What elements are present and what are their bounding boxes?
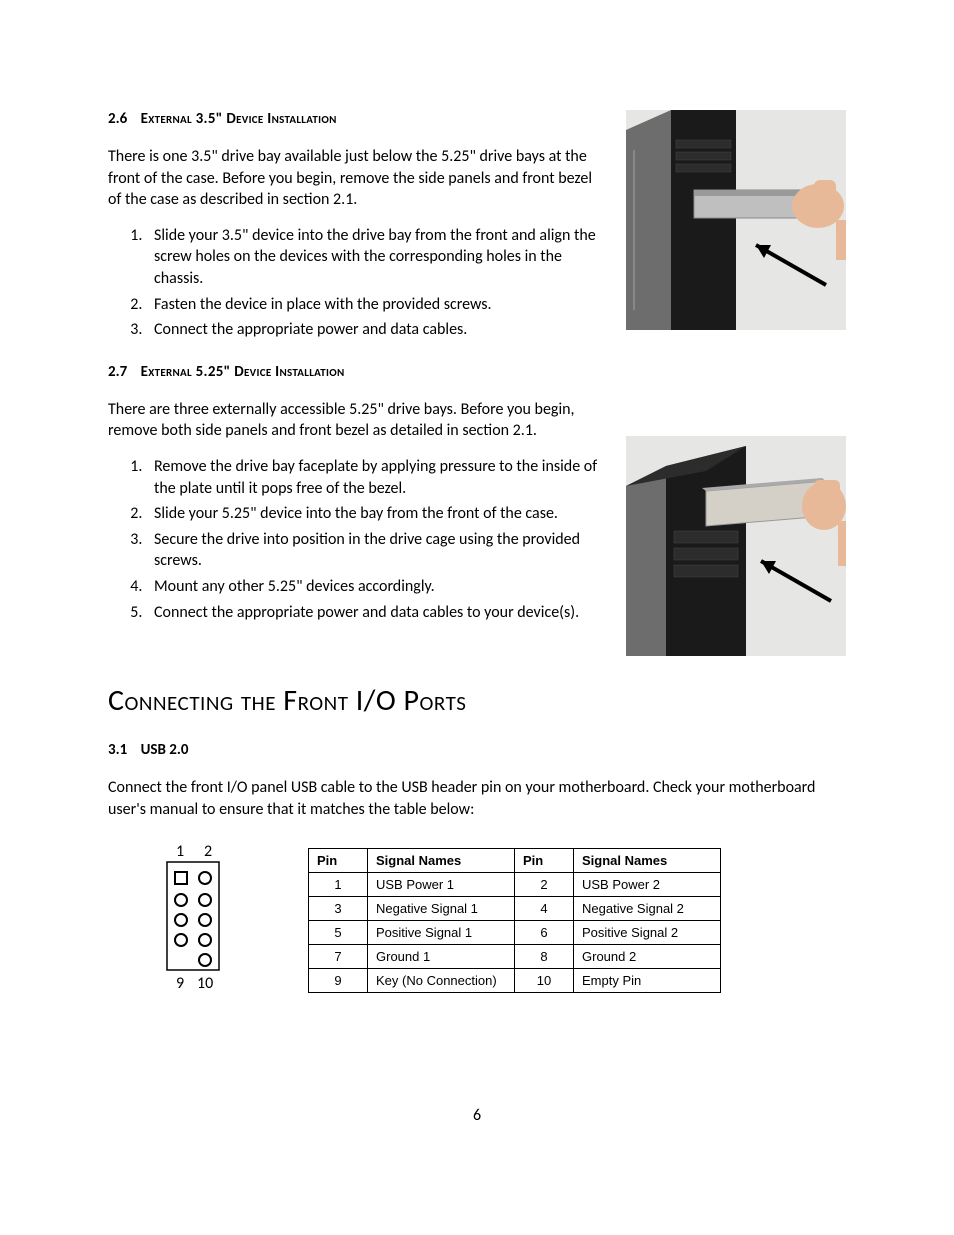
cell: USB Power 1 xyxy=(368,873,515,897)
step: Fasten the device in place with the prov… xyxy=(146,294,606,316)
section-31-heading: 3.1 USB 2.0 xyxy=(108,741,846,759)
cell: 1 xyxy=(309,873,368,897)
section-26-num: 2.6 xyxy=(108,110,127,128)
pin-table-body: 1 USB Power 1 2 USB Power 2 3 Negative S… xyxy=(309,873,721,993)
cell: USB Power 2 xyxy=(574,873,721,897)
step: Secure the drive into position in the dr… xyxy=(146,529,606,572)
section-31-title: USB 2.0 xyxy=(141,741,189,759)
section-26-row: 2.6 External 3.5" Device Installation Th… xyxy=(108,110,846,456)
section-27-text: Remove the drive bay faceplate by applyi… xyxy=(108,456,606,645)
section-27-heading: 2.7 External 5.25" Device Installation xyxy=(108,363,606,381)
step: Slide your 5.25" device into the bay fro… xyxy=(146,503,606,525)
figure-525-install xyxy=(626,436,846,656)
page-number: 6 xyxy=(0,1106,954,1125)
section-26-title: External 3.5" Device Installation xyxy=(141,110,337,128)
section-31-intro: Connect the front I/O panel USB cable to… xyxy=(108,777,846,820)
section-27-steps: Remove the drive bay faceplate by applyi… xyxy=(108,456,606,623)
section-26-text: 2.6 External 3.5" Device Installation Th… xyxy=(108,110,606,456)
cell: Positive Signal 2 xyxy=(574,921,721,945)
cell: Positive Signal 1 xyxy=(368,921,515,945)
step: Remove the drive bay faceplate by applyi… xyxy=(146,456,606,499)
step: Mount any other 5.25" devices accordingl… xyxy=(146,576,606,598)
pin-label: 1 xyxy=(176,842,184,861)
pin-diagram: 1 2 9 10 xyxy=(108,842,248,992)
cell: 6 xyxy=(515,921,574,945)
table-header-row: Pin Signal Names Pin Signal Names xyxy=(309,849,721,873)
cell: 7 xyxy=(309,945,368,969)
step: Slide your 3.5" device into the drive ba… xyxy=(146,225,606,290)
cell: Ground 1 xyxy=(368,945,515,969)
section-27-row: Remove the drive bay faceplate by applyi… xyxy=(108,456,846,656)
usb-block: 1 2 9 10 Pin S xyxy=(108,842,846,993)
col-header: Pin xyxy=(515,849,574,873)
section-31-num: 3.1 xyxy=(108,741,127,759)
document-page: 2.6 External 3.5" Device Installation Th… xyxy=(0,0,954,1235)
col-header: Pin xyxy=(309,849,368,873)
table-row: 1 USB Power 1 2 USB Power 2 xyxy=(309,873,721,897)
table-row: 3 Negative Signal 1 4 Negative Signal 2 xyxy=(309,897,721,921)
cell: 8 xyxy=(515,945,574,969)
pin-label: 2 xyxy=(204,842,212,861)
table-row: 7 Ground 1 8 Ground 2 xyxy=(309,945,721,969)
col-header: Signal Names xyxy=(368,849,515,873)
section-26-heading: 2.6 External 3.5" Device Installation xyxy=(108,110,606,128)
section-27-intro: There are three externally accessible 5.… xyxy=(108,399,606,442)
figure-35-install xyxy=(626,110,846,330)
cell: 2 xyxy=(515,873,574,897)
cell: 10 xyxy=(515,969,574,993)
step: Connect the appropriate power and data c… xyxy=(146,602,606,624)
section-27-title: External 5.25" Device Installation xyxy=(141,363,345,381)
cell: 5 xyxy=(309,921,368,945)
cell: 4 xyxy=(515,897,574,921)
cell: Ground 2 xyxy=(574,945,721,969)
cell: 9 xyxy=(309,969,368,993)
pin-table: Pin Signal Names Pin Signal Names 1 USB … xyxy=(308,848,721,993)
cell: Empty Pin xyxy=(574,969,721,993)
cell: Negative Signal 1 xyxy=(368,897,515,921)
col-header: Signal Names xyxy=(574,849,721,873)
cell: 3 xyxy=(309,897,368,921)
section-27-num: 2.7 xyxy=(108,363,127,381)
chapter-heading: Connecting the Front I/O Ports xyxy=(108,682,846,719)
pin-label: 10 xyxy=(197,974,213,992)
table-row: 9 Key (No Connection) 10 Empty Pin xyxy=(309,969,721,993)
cell: Key (No Connection) xyxy=(368,969,515,993)
pin-label: 9 xyxy=(176,974,184,992)
section-26-steps: Slide your 3.5" device into the drive ba… xyxy=(108,225,606,341)
cell: Negative Signal 2 xyxy=(574,897,721,921)
step: Connect the appropriate power and data c… xyxy=(146,319,606,341)
table-row: 5 Positive Signal 1 6 Positive Signal 2 xyxy=(309,921,721,945)
section-26-intro: There is one 3.5" drive bay available ju… xyxy=(108,146,606,211)
